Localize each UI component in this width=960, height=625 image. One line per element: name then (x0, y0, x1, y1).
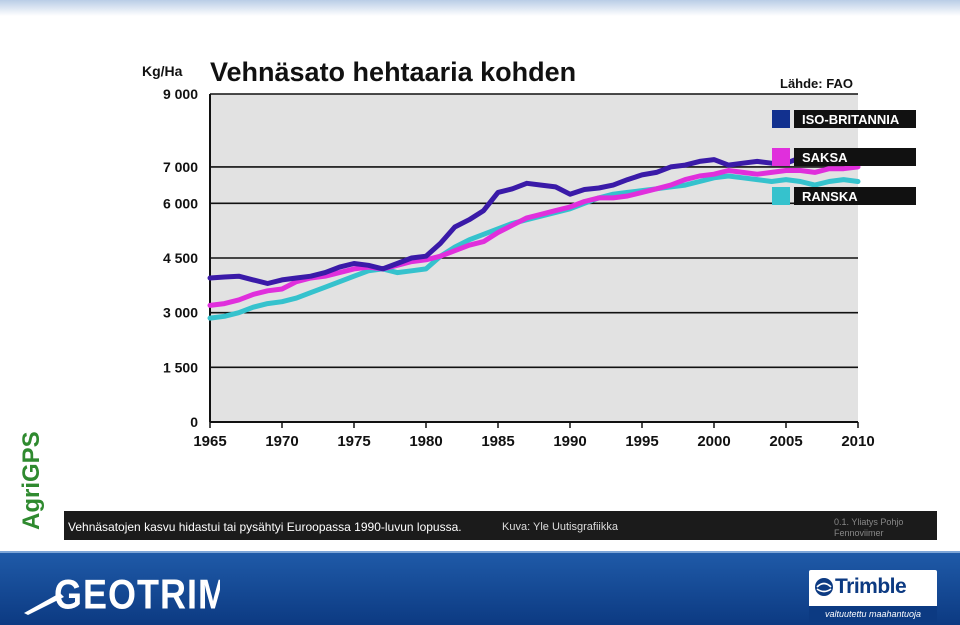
legend-label-iso-britannia: ISO-BRITANNIA (802, 112, 900, 127)
chart-title: Vehnäsato hehtaaria kohden (210, 57, 576, 87)
top-gradient-bar (0, 0, 960, 16)
footer-divider (0, 551, 960, 554)
x-tick-label: 2010 (841, 433, 874, 450)
y-tick-label: 1 500 (163, 359, 198, 375)
caption-text: Vehnäsatojen kasvu hidastui tai pysähtyi… (68, 520, 462, 534)
y-tick-label: 0 (190, 414, 198, 430)
caption-credit: Kuva: Yle Uutisgrafiikka (502, 521, 618, 533)
geotrim-logo: GEOTRIM (24, 572, 220, 617)
trimble-name: Trimble (835, 575, 907, 598)
y-tick-label: 7 000 (163, 159, 198, 175)
legend-label-bg (794, 148, 916, 166)
footer-band (0, 553, 960, 625)
legend-label-bg (794, 110, 916, 128)
x-tick-label: 1980 (409, 433, 442, 450)
y-axis-label: Kg/Ha (142, 63, 183, 79)
x-tick-label: 1975 (337, 433, 370, 450)
legend-label-ranska: RANSKA (802, 189, 858, 204)
x-tick-label: 1970 (265, 433, 298, 450)
y-tick-label: 4 500 (163, 250, 198, 266)
trimble-subtitle: valtuutettu maahantuoja (809, 606, 937, 622)
trimble-globe-icon (815, 578, 833, 596)
x-tick-label: 1985 (481, 433, 514, 450)
legend-swatch-ranska (772, 187, 790, 205)
agrigps-logo: AgriGPS (18, 431, 45, 530)
caption-bar: Vehnäsatojen kasvu hidastui tai pysähtyi… (64, 511, 937, 540)
x-tick-label: 2005 (769, 433, 802, 450)
caption-side-text: 0.1. Yliatys Pohjo Fennoviimer (834, 517, 904, 538)
legend-label-bg (794, 187, 916, 205)
y-tick-label: 3 000 (163, 305, 198, 321)
legend-swatch-iso-britannia (772, 110, 790, 128)
source-label: Lähde: FAO (780, 76, 853, 91)
x-tick-label: 1995 (625, 433, 658, 450)
series-line-iso-britannia (207, 155, 861, 286)
wheat-yield-chart: Kg/Ha Vehnäsato hehtaaria kohden Lähde: … (64, 18, 937, 513)
legend-label-saksa: SAKSA (802, 150, 848, 165)
geotrim-swoosh-icon (24, 593, 64, 615)
y-tick-label: 6 000 (163, 195, 198, 211)
x-tick-label: 2000 (697, 433, 730, 450)
legend-swatch-saksa (772, 148, 790, 166)
x-tick-label: 1990 (553, 433, 586, 450)
x-tick-label: 1965 (193, 433, 226, 450)
trimble-logo: Trimble valtuutettu maahantuoja (809, 570, 937, 622)
geotrim-text: GEOTRIM (54, 572, 220, 617)
agrigps-text: AgriGPS (18, 431, 45, 530)
slide-frame: Kg/Ha Vehnäsato hehtaaria kohden Lähde: … (64, 18, 937, 540)
y-tick-label: 9 000 (163, 86, 198, 102)
series-line-saksa (207, 164, 861, 308)
